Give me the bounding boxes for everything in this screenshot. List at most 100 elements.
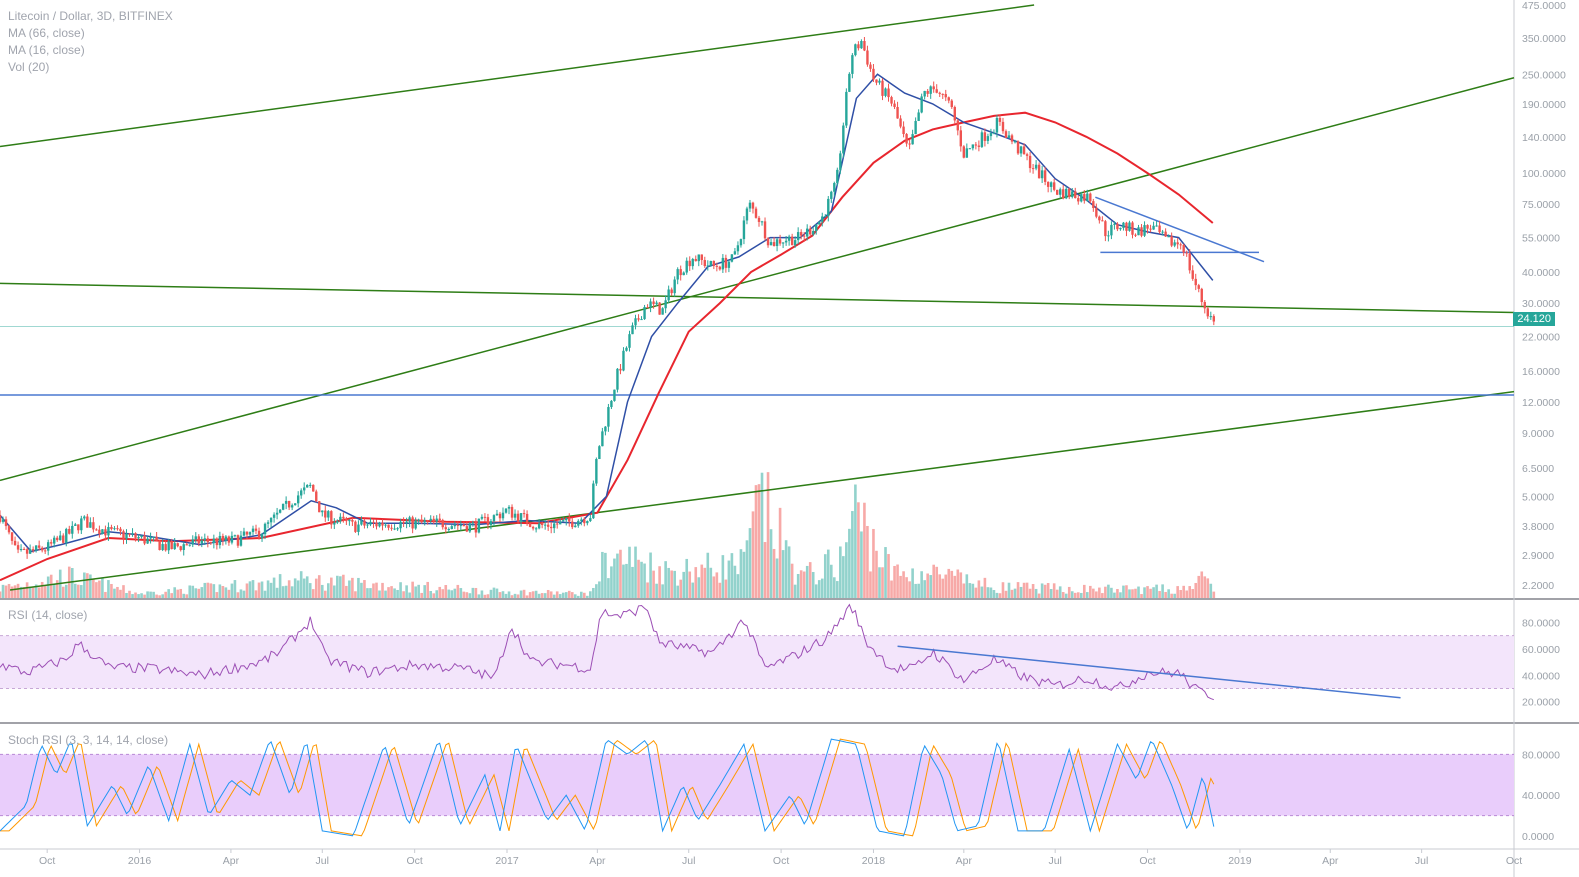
candle-body [357,524,360,532]
volume-bar [278,574,282,598]
candle-body [426,520,429,522]
candle-body [1152,225,1155,230]
candle-body [724,257,728,268]
volume-bar [775,558,779,598]
rsi-legend[interactable]: RSI (14, close) [8,608,88,622]
volume-bar [751,511,755,598]
candle-body [784,240,788,243]
candle-body [757,217,761,222]
volume-bar [706,552,710,598]
candle-body [953,107,956,121]
volume-bar [423,585,426,598]
legend-volume[interactable]: Vol (20) [8,60,50,74]
candle-body [887,88,890,98]
volume-bar [920,571,923,598]
candle-body [122,531,125,539]
candle-body [1140,227,1143,236]
trendline-1[interactable] [0,77,1515,482]
volume-bar [393,588,396,598]
volume-bar [531,591,535,598]
trendlines[interactable] [0,4,1515,591]
rsi-trendline[interactable] [897,645,1401,699]
trendline-2[interactable] [0,282,1515,314]
trendline-0[interactable] [0,4,1035,148]
volume-bar [269,582,273,598]
legend-ma16[interactable]: MA (16, close) [8,43,85,57]
volume-bar [1070,591,1074,598]
candle-body [1083,194,1086,201]
volume-bar [522,589,526,598]
candle-body [477,518,481,533]
volume-bar [426,581,429,598]
candles[interactable] [0,37,1216,559]
volume-bar [125,593,128,598]
volume-bar [1040,583,1044,598]
candle-body [74,524,77,526]
price-tick-label: 250.0000 [1522,69,1566,81]
candle-body [200,540,203,544]
volume-bar [643,563,646,598]
volume-bar [944,574,948,598]
volume-bar [320,584,324,598]
candle-body [616,368,619,390]
volume-bar [414,586,417,598]
candle-body [269,517,273,523]
volume-bar [323,590,327,598]
candle-body [330,511,333,525]
volume-bar [1013,588,1017,598]
volume-bar [712,576,716,598]
volume-bar [336,575,339,598]
candle-body [339,516,342,521]
candle-body [619,368,622,371]
candle-body [170,541,173,550]
volume-bar [715,572,719,598]
main-legend: Litecoin / Dollar, 3D, BITFINEX MA (66, … [8,8,173,76]
candle-body [1031,168,1035,170]
price-tick-label: 2.9000 [1522,550,1554,562]
volume-bar [736,574,740,598]
volume-bar [839,546,842,598]
trendline-6[interactable] [1095,196,1265,263]
volume-bar [682,571,686,598]
stoch-legend[interactable]: Stoch RSI (3, 3, 14, 14, close) [8,733,169,747]
volume-bar [218,584,222,598]
candle-body [1122,222,1125,228]
candle-body [534,528,538,530]
volume-bar [709,567,713,598]
candle-body [0,515,2,522]
legend-ma66[interactable]: MA (66, close) [8,26,85,40]
candle-body [772,242,776,247]
candle-body [736,245,740,252]
volume-bar [528,592,532,598]
candle-body [372,521,375,523]
stoch-tick-label: 40.0000 [1522,790,1560,802]
legend-symbol[interactable]: Litecoin / Dollar, 3D, BITFINEX [8,9,173,23]
candle-body [173,543,176,550]
trendline-3[interactable] [9,390,1515,591]
volume-bar [1113,592,1116,598]
volume-bar [411,581,414,598]
candle-body [1001,121,1005,132]
volume-bar [598,581,601,598]
candle-body [685,260,688,273]
volume-bar [540,593,544,598]
candle-body [1037,164,1041,179]
volume-bar [604,552,607,598]
candle-body [483,516,487,518]
volume-bar [351,577,354,598]
volume-bar [317,575,321,598]
candle-body [962,146,966,158]
candle-body [119,528,122,532]
candle-body [369,521,372,525]
volume-bar [73,583,77,598]
volume-bar [330,577,333,598]
candle-body [239,535,243,546]
volume-bar [1149,588,1152,598]
volume-bar [311,589,315,598]
volume-bar [534,590,538,598]
candle-body [959,130,963,147]
volume-bar [1212,591,1216,598]
volume-bar [718,582,722,598]
volume-bar [950,570,954,598]
